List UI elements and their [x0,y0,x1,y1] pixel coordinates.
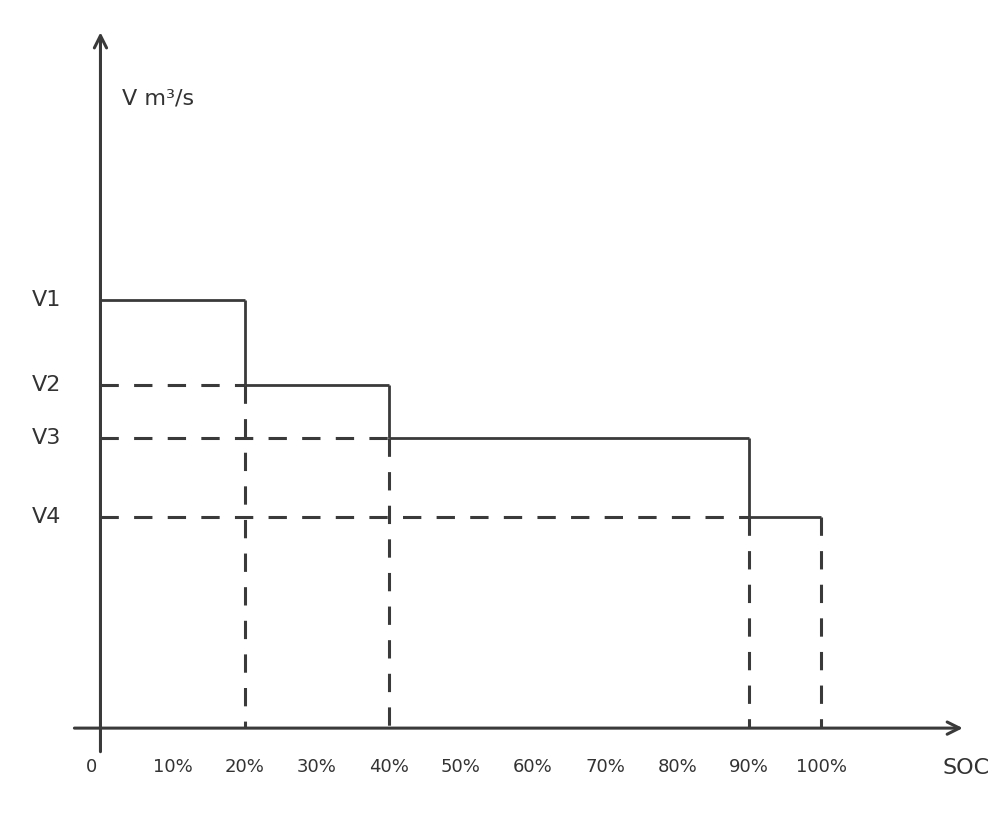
Text: V3: V3 [31,428,61,448]
Text: 50%: 50% [441,758,481,776]
Text: 30%: 30% [297,758,337,776]
Text: SOC: SOC [942,758,989,778]
Text: 60%: 60% [513,758,553,776]
Text: 80%: 80% [657,758,697,776]
Text: 70%: 70% [585,758,625,776]
Text: V1: V1 [31,289,61,310]
Text: 0: 0 [86,758,97,776]
Text: V2: V2 [31,376,61,395]
Text: 20%: 20% [225,758,265,776]
Text: V4: V4 [31,507,61,527]
Text: 100%: 100% [796,758,847,776]
Text: 90%: 90% [729,758,769,776]
Text: 40%: 40% [369,758,409,776]
Text: V m³/s: V m³/s [122,89,194,108]
Text: 10%: 10% [153,758,192,776]
